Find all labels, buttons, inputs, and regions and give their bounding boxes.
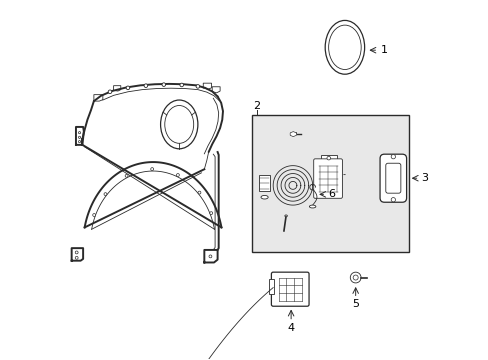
Bar [251, 116, 408, 252]
Polygon shape [289, 132, 296, 136]
Polygon shape [72, 248, 83, 261]
Ellipse shape [261, 195, 267, 199]
Ellipse shape [285, 215, 287, 217]
Bar [320, 155, 336, 161]
Text: 1: 1 [380, 45, 387, 55]
Ellipse shape [328, 25, 361, 69]
Circle shape [108, 90, 112, 94]
Text: 6: 6 [327, 189, 334, 199]
Ellipse shape [160, 100, 198, 149]
FancyBboxPatch shape [313, 159, 342, 198]
Ellipse shape [309, 205, 315, 208]
Circle shape [390, 154, 395, 159]
Text: 5: 5 [351, 300, 358, 310]
Circle shape [126, 86, 129, 90]
Circle shape [75, 256, 78, 259]
Bar [258, 175, 269, 192]
Circle shape [93, 213, 96, 216]
Circle shape [209, 212, 212, 215]
Polygon shape [76, 127, 83, 145]
Polygon shape [204, 250, 217, 262]
Circle shape [208, 255, 211, 258]
FancyBboxPatch shape [271, 272, 308, 306]
Circle shape [390, 198, 395, 202]
Circle shape [176, 174, 179, 176]
Polygon shape [212, 87, 220, 93]
Circle shape [75, 251, 78, 254]
FancyBboxPatch shape [379, 154, 406, 202]
Text: 4: 4 [287, 323, 294, 333]
Circle shape [78, 132, 81, 134]
Circle shape [349, 272, 360, 283]
Text: 3: 3 [420, 173, 427, 183]
Circle shape [144, 84, 147, 87]
Polygon shape [113, 86, 121, 91]
Circle shape [78, 140, 81, 143]
Polygon shape [203, 83, 211, 89]
Text: 2: 2 [253, 102, 260, 112]
Circle shape [352, 275, 357, 280]
Circle shape [162, 83, 165, 86]
Circle shape [196, 85, 199, 88]
Polygon shape [94, 95, 102, 101]
Circle shape [150, 168, 153, 171]
Circle shape [104, 193, 107, 195]
Ellipse shape [325, 21, 364, 74]
Circle shape [78, 136, 81, 138]
Circle shape [198, 191, 201, 194]
Bar [268, 279, 273, 294]
Circle shape [326, 156, 330, 160]
Circle shape [180, 83, 183, 87]
Circle shape [125, 174, 128, 177]
